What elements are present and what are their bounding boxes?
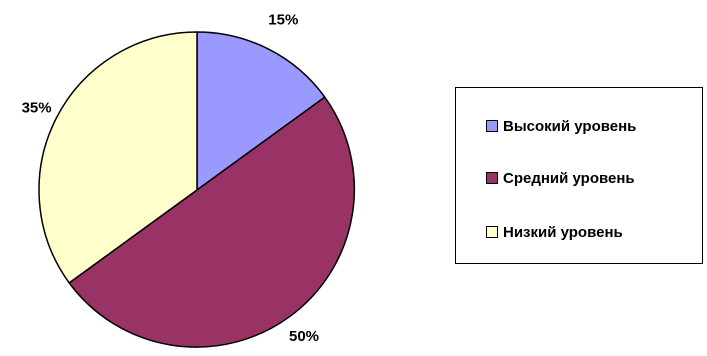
pie-label-medium: 50%	[289, 328, 319, 345]
legend-item-high: Высокий уровень	[486, 116, 636, 136]
pie-slice-medium	[68, 96, 356, 348]
legend-label-high: Высокий уровень	[503, 117, 637, 135]
legend-item-low: Низкий уровень	[486, 222, 623, 242]
legend-swatch-low	[486, 226, 498, 238]
pie-labels: 15% 50% 35%	[22, 12, 319, 346]
legend: Высокий уровень Средний уровень Низкий у…	[455, 87, 703, 264]
pie-slices	[38, 31, 356, 348]
legend-label-low: Низкий уровень	[503, 223, 623, 241]
legend-swatch-medium	[486, 172, 498, 184]
pie-label-low: 35%	[22, 99, 52, 116]
legend-item-medium: Средний уровень	[486, 168, 635, 188]
legend-label-medium: Средний уровень	[503, 169, 635, 187]
legend-swatch-high	[486, 120, 498, 132]
pie-slice-high	[196, 31, 326, 191]
pie-slice-low	[38, 31, 198, 284]
pie-label-high: 15%	[268, 12, 298, 29]
